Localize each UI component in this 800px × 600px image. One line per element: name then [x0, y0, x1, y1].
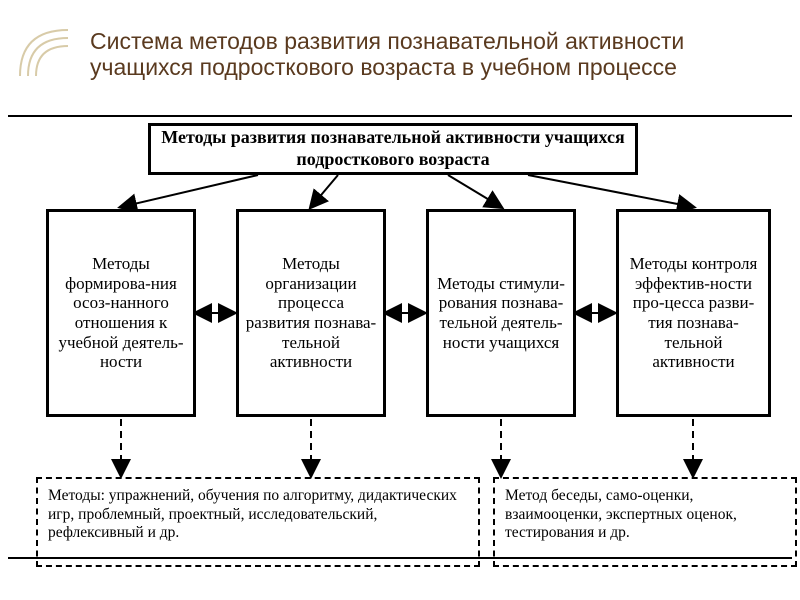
diagram-area: Методы развития познавательной активност…	[8, 115, 792, 559]
mid-box-0: Методы формирова-ния осоз-нанного отноше…	[46, 209, 196, 417]
bottom-box-0: Методы: упражнений, обучения по алгоритм…	[36, 477, 480, 567]
mid-box-1: Методы организации процесса развития поз…	[236, 209, 386, 417]
corner-ornament-icon	[12, 18, 72, 78]
mid-box-3: Методы контроля эффектив-ности про-цесса…	[616, 209, 771, 417]
top-box: Методы развития познавательной активност…	[148, 123, 638, 175]
mid-box-2: Методы стимули-рования познава-тельной д…	[426, 209, 576, 417]
bottom-box-1: Метод беседы, само-оценки, взаимооценки,…	[493, 477, 797, 567]
slide-title: Система методов развития познавательной …	[90, 28, 770, 81]
